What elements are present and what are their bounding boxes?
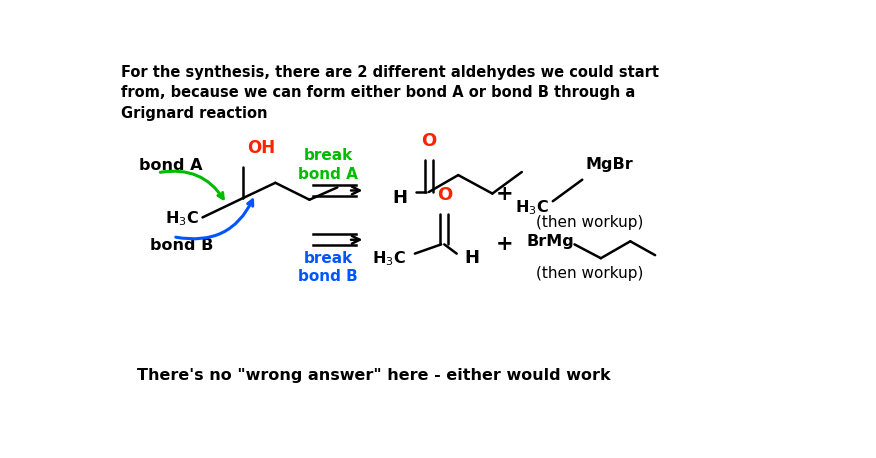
Text: H: H — [464, 249, 479, 267]
Text: H$_3$C: H$_3$C — [371, 249, 406, 267]
Text: bond A: bond A — [139, 158, 202, 173]
Text: +: + — [496, 184, 513, 203]
Text: bond B: bond B — [150, 239, 213, 253]
Text: H$_3$C: H$_3$C — [515, 198, 549, 217]
Text: O: O — [421, 131, 436, 150]
Text: For the synthesis, there are 2 different aldehydes we could start
from, because : For the synthesis, there are 2 different… — [121, 65, 659, 121]
Text: +: + — [496, 234, 513, 254]
Text: There's no "wrong answer" here - either would work: There's no "wrong answer" here - either … — [137, 368, 611, 383]
Text: BrMg: BrMg — [526, 234, 574, 249]
Text: (then workup): (then workup) — [536, 215, 644, 230]
Text: (then workup): (then workup) — [536, 266, 644, 281]
Text: OH: OH — [247, 139, 276, 158]
Text: MgBr: MgBr — [585, 157, 633, 172]
Text: O: O — [436, 185, 452, 203]
Text: break
bond A: break bond A — [298, 148, 358, 182]
Text: H$_3$C: H$_3$C — [165, 210, 199, 229]
Text: break
bond B: break bond B — [298, 251, 358, 284]
Text: H: H — [392, 189, 408, 207]
